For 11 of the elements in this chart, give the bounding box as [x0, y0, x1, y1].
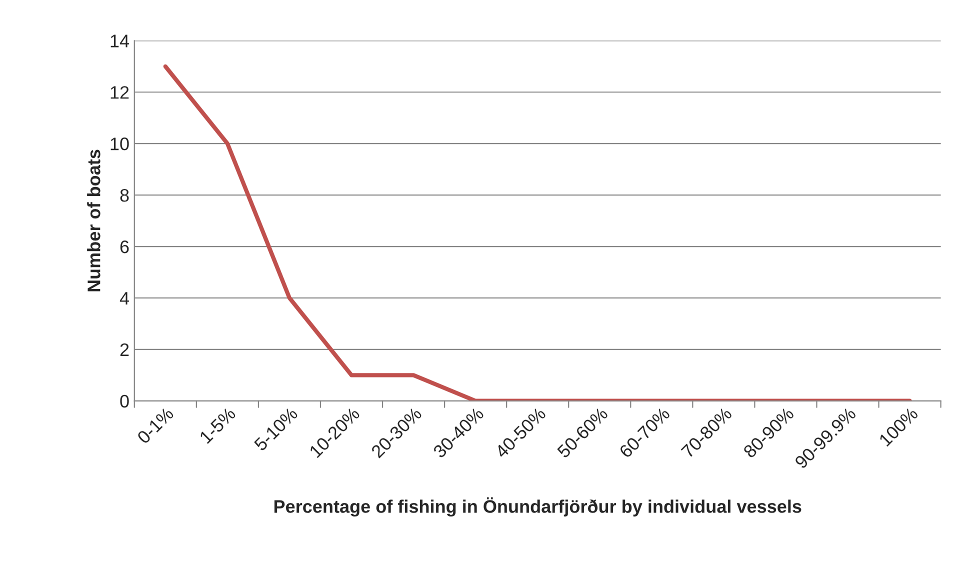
line-series [163, 64, 912, 401]
y-tick-label: 12 [110, 86, 129, 99]
y-tick-label: 14 [110, 34, 130, 48]
y-tick-label: 2 [120, 343, 129, 356]
x-axis-title: Percentage of fishing in Önundarfjörður by individual vessels [274, 497, 802, 517]
y-tick-label: 8 [120, 188, 129, 202]
y-tick-label: 0 [120, 394, 129, 408]
y-axis-title: Number of boats [87, 150, 100, 292]
y-tick-label: 6 [120, 240, 129, 254]
y-tick-label: 4 [120, 292, 130, 305]
y-tick-label: 10 [110, 138, 129, 150]
